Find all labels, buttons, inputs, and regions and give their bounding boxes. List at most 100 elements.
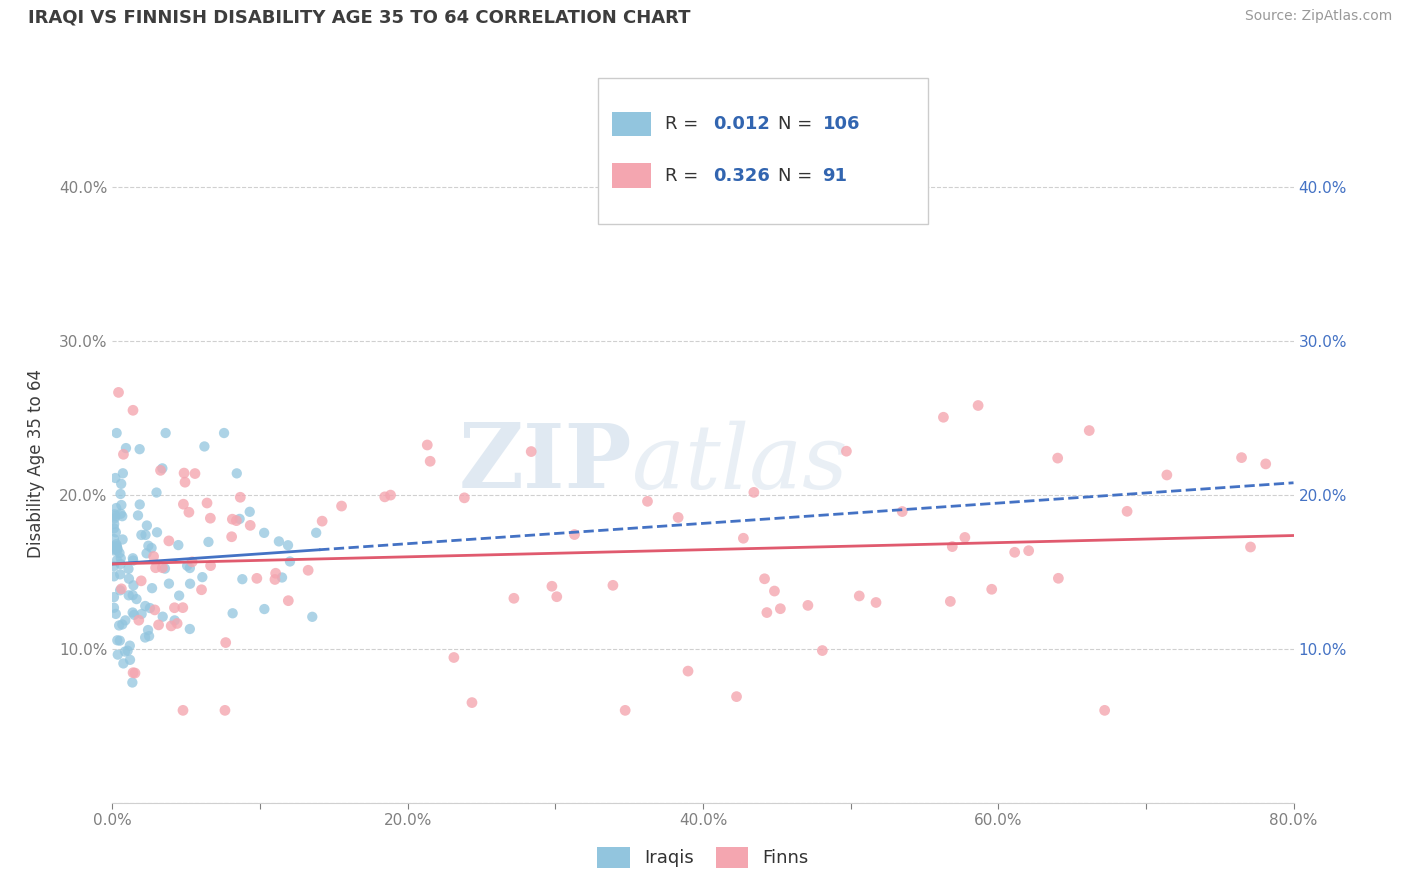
Point (105, 543, 128, 558)
Point (184, 467, 207, 481)
Point (939, 594, 962, 608)
Point (134, 599, 156, 613)
Y-axis label: Disability Age 35 to 64: Disability Age 35 to 64 (27, 369, 45, 558)
Point (811, 643, 834, 657)
Text: N =: N = (778, 115, 817, 133)
Point (117, 643, 139, 657)
Point (848, 589, 870, 603)
Point (149, 463, 172, 477)
Point (264, 573, 287, 587)
Point (108, 633, 131, 648)
Point (179, 576, 201, 591)
Text: 91: 91 (823, 167, 848, 185)
Point (221, 512, 243, 526)
Point (103, 590, 125, 604)
Point (103, 600, 125, 615)
Point (103, 521, 125, 535)
Point (797, 599, 820, 613)
Point (104, 525, 127, 540)
Point (212, 425, 235, 440)
Point (107, 541, 129, 556)
Point (865, 595, 887, 609)
Point (763, 584, 786, 599)
Point (104, 607, 127, 621)
Point (108, 583, 131, 598)
Point (564, 527, 586, 541)
Point (228, 512, 250, 526)
Point (141, 541, 163, 555)
Point (676, 664, 699, 678)
Point (1094, 703, 1116, 717)
Point (225, 467, 247, 481)
Point (980, 582, 1002, 597)
Point (891, 504, 914, 518)
Point (111, 533, 134, 547)
Legend: Iraqis, Finns: Iraqis, Finns (591, 840, 815, 875)
Point (105, 537, 128, 551)
Point (112, 447, 135, 461)
Point (1004, 545, 1026, 559)
Point (278, 554, 301, 568)
Point (172, 497, 194, 511)
Point (754, 572, 776, 586)
Point (111, 467, 134, 481)
Point (416, 438, 439, 452)
Point (104, 508, 127, 523)
Point (122, 403, 145, 417)
Point (145, 560, 167, 574)
Point (214, 703, 236, 717)
Point (105, 425, 128, 440)
Point (108, 618, 131, 632)
Point (932, 410, 955, 425)
Point (967, 399, 990, 413)
Point (148, 618, 170, 632)
Point (155, 425, 177, 440)
Point (142, 549, 165, 564)
Point (503, 591, 526, 606)
Point (103, 508, 125, 522)
Point (380, 488, 402, 502)
Point (305, 525, 328, 540)
Point (419, 454, 441, 468)
Point (1047, 571, 1070, 585)
Point (108, 567, 131, 582)
Point (253, 602, 276, 616)
Point (163, 613, 186, 627)
Point (160, 619, 183, 633)
Point (131, 528, 153, 542)
Point (118, 639, 141, 653)
Point (103, 543, 125, 558)
Text: R =: R = (665, 167, 704, 185)
Point (121, 675, 143, 690)
Point (118, 572, 141, 586)
Text: atlas: atlas (633, 420, 848, 508)
Point (108, 546, 131, 560)
Point (105, 539, 128, 553)
Point (637, 494, 659, 508)
Point (443, 650, 465, 665)
Point (311, 514, 333, 528)
Point (374, 490, 396, 504)
Point (1116, 504, 1139, 518)
Point (128, 498, 150, 512)
Point (103, 540, 125, 554)
Text: 106: 106 (823, 115, 860, 133)
Point (129, 574, 152, 588)
Point (520, 444, 543, 458)
Point (110, 551, 132, 566)
Point (103, 559, 125, 574)
Point (105, 553, 128, 567)
Point (172, 703, 194, 717)
Point (221, 607, 243, 621)
Point (103, 532, 125, 546)
Point (103, 569, 125, 583)
Point (167, 589, 190, 603)
Point (124, 666, 146, 681)
Point (135, 528, 157, 542)
Text: Source: ZipAtlas.com: Source: ZipAtlas.com (1244, 9, 1392, 23)
Point (153, 561, 176, 575)
Point (221, 530, 243, 544)
Point (1239, 540, 1261, 554)
Point (229, 490, 252, 504)
Point (150, 560, 173, 574)
